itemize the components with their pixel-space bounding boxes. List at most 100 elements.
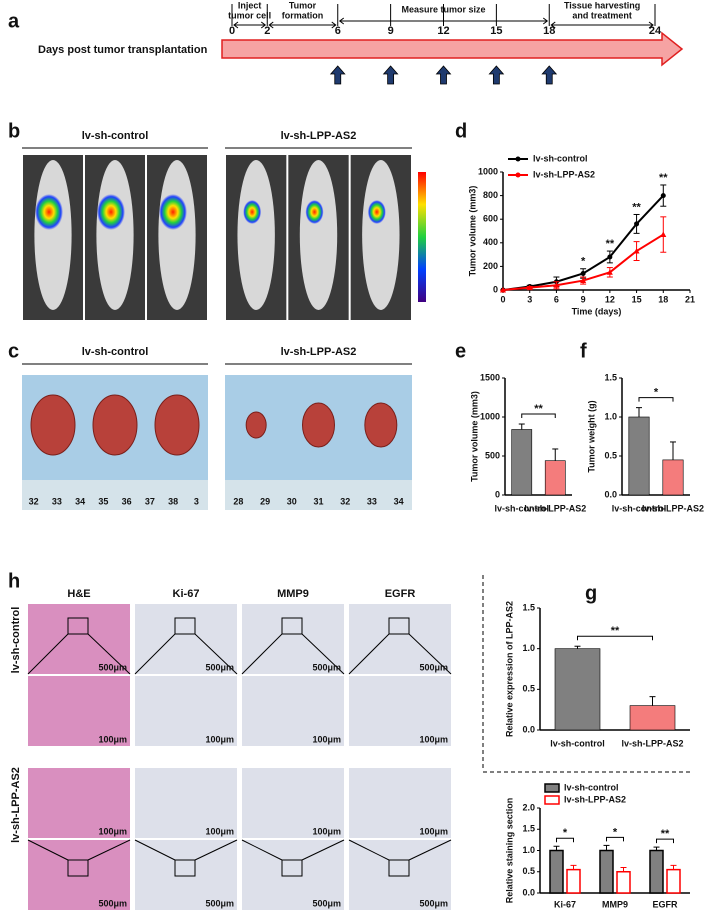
ruler-number: 35 — [98, 496, 108, 506]
panel-letter: g — [585, 582, 597, 604]
point — [580, 277, 587, 284]
y-tick-label: 1000 — [480, 411, 500, 421]
x-tick-label: EGFR — [652, 899, 678, 909]
significance-bracket — [577, 635, 653, 641]
day-label: 6 — [335, 25, 341, 37]
significance-bracket — [656, 838, 674, 844]
ruler-number: 31 — [313, 496, 323, 506]
zoom-box — [388, 859, 410, 877]
histology-tile — [28, 604, 130, 674]
legend-label: lv-sh-LPP-AS2 — [564, 794, 626, 804]
bar — [511, 429, 533, 496]
scale-bar: 100μm — [312, 734, 341, 744]
histology-tile — [349, 604, 451, 674]
luminescence — [97, 194, 125, 230]
scale-bar: 500μm — [205, 662, 234, 672]
timeline-arrow — [221, 31, 684, 67]
bar — [599, 849, 614, 894]
panel-letter: c — [8, 340, 19, 362]
significance: ** — [534, 403, 543, 415]
phase-arrow — [338, 17, 549, 25]
luminescence — [159, 194, 187, 230]
scale-bar: 100μm — [98, 826, 127, 836]
panel-letter: h — [8, 570, 20, 592]
row-label: lv-sh-control — [10, 607, 22, 674]
day-label: 0 — [229, 25, 235, 37]
phase-label: tumor cell — [228, 10, 271, 20]
mouse-body — [34, 160, 72, 310]
luminescence — [35, 194, 63, 230]
significance-bracket — [638, 397, 674, 402]
scale-bar: 100μm — [419, 826, 448, 836]
point — [660, 193, 666, 199]
zoom-line — [408, 633, 452, 675]
tumor — [302, 402, 335, 448]
x-tick-label: Ki-67 — [554, 899, 576, 909]
phase-label: Tissue harvesting — [564, 0, 640, 10]
legend-swatch — [544, 783, 560, 793]
day-label: 18 — [543, 25, 555, 37]
x-tick-label: lv-sh-control — [612, 503, 667, 513]
tumor — [245, 411, 267, 439]
ruler-number: 28 — [233, 496, 243, 506]
legend-swatch — [544, 795, 560, 805]
legend-label: lv-sh-control — [533, 153, 588, 163]
zoom-line — [301, 633, 345, 675]
y-tick-label: 0.5 — [604, 450, 617, 460]
timeline-label: Days post tumor transplantation — [38, 44, 208, 56]
x-tick-label: 3 — [527, 294, 532, 304]
x-tick-label: lv-sh-LPP-AS2 — [524, 503, 586, 513]
zoom-line — [134, 839, 176, 861]
colorbar — [418, 172, 426, 302]
ruler-number: 34 — [394, 496, 404, 506]
scale-bar: 100μm — [98, 734, 127, 744]
histology-tile — [135, 676, 237, 746]
scale-bar: 500μm — [98, 898, 127, 908]
phase-arrow — [233, 21, 267, 29]
column-label: H&E — [67, 588, 90, 600]
significance: ** — [611, 625, 620, 637]
mouse-body — [96, 160, 134, 310]
panel-letter: d — [455, 120, 467, 142]
day-label: 9 — [388, 25, 394, 37]
group-label: lv-sh-control — [82, 346, 149, 358]
zoom-line — [87, 839, 131, 861]
bar — [628, 416, 650, 496]
histology-tile — [349, 840, 451, 910]
y-tick-label: 200 — [483, 261, 498, 271]
bar — [566, 868, 581, 894]
y-tick-label: 800 — [483, 190, 498, 200]
y-tick-label: 0 — [493, 284, 498, 294]
legend-label: lv-sh-control — [564, 782, 619, 792]
phase-label: and treatment — [572, 10, 632, 20]
zoom-line — [408, 839, 452, 861]
column-label: EGFR — [385, 588, 416, 600]
point — [606, 269, 613, 275]
histology-tile — [28, 768, 130, 838]
tumor — [154, 394, 200, 456]
y-tick-label: 1.5 — [604, 372, 617, 382]
legend-marker — [515, 156, 521, 162]
scale-bar: 500μm — [98, 662, 127, 672]
significance: ** — [659, 172, 668, 184]
tumor — [30, 394, 76, 456]
luminescence — [367, 200, 386, 224]
significance: * — [613, 826, 618, 838]
tumor — [92, 394, 138, 456]
x-axis-label: Time (days) — [572, 306, 622, 316]
x-tick-label: lv-sh-LPP-AS2 — [642, 503, 704, 513]
day-label: 24 — [649, 25, 662, 37]
scale-bar: 500μm — [419, 898, 448, 908]
y-axis-label: Relative expression of LPP-AS2 — [504, 601, 514, 737]
x-tick-label: 9 — [581, 294, 586, 304]
ruler-number: 30 — [287, 496, 297, 506]
histology-tile — [28, 840, 130, 910]
histology-tile — [242, 604, 344, 674]
significance: ** — [606, 238, 615, 250]
y-tick-label: 1000 — [478, 166, 498, 176]
point — [500, 287, 506, 293]
zoom-box — [174, 859, 196, 877]
zoom-line — [27, 839, 69, 861]
